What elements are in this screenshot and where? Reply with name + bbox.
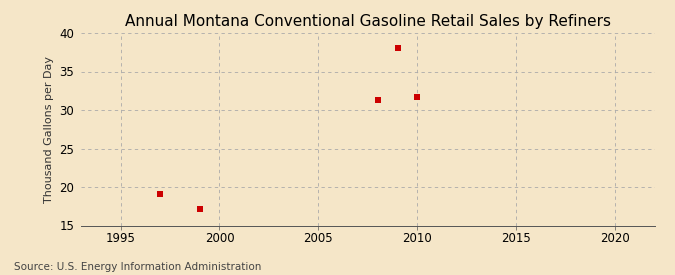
Point bbox=[373, 98, 383, 102]
Point bbox=[392, 45, 403, 50]
Point bbox=[155, 192, 165, 196]
Y-axis label: Thousand Gallons per Day: Thousand Gallons per Day bbox=[44, 56, 53, 203]
Text: Source: U.S. Energy Information Administration: Source: U.S. Energy Information Administ… bbox=[14, 262, 261, 272]
Title: Annual Montana Conventional Gasoline Retail Sales by Refiners: Annual Montana Conventional Gasoline Ret… bbox=[125, 14, 611, 29]
Point bbox=[412, 95, 423, 99]
Point bbox=[194, 207, 205, 211]
